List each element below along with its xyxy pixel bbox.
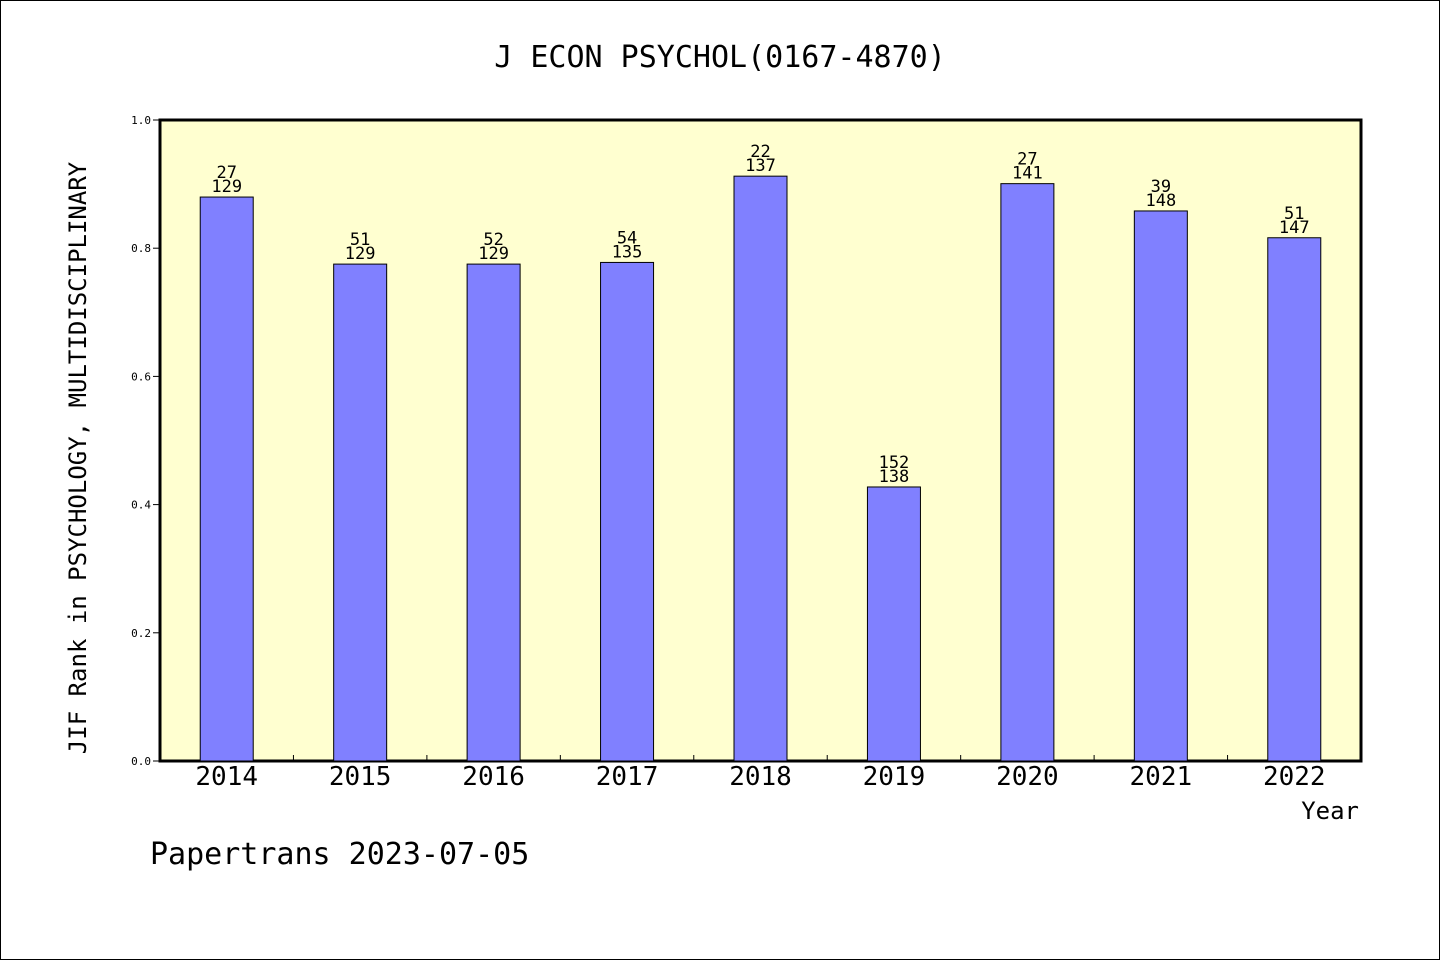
y-tick-label: 0.4 [131, 499, 151, 512]
bar-rank-label: 22 [750, 142, 770, 162]
x-tick-label: 2022 [1263, 762, 1326, 792]
bar-rank-label: 27 [1017, 150, 1037, 170]
bar-rank-label: 152 [879, 453, 910, 473]
bar-total-label: 148 [1145, 191, 1176, 211]
y-tick-label: 0.2 [131, 627, 151, 640]
y-tick-label: 0.8 [131, 242, 151, 255]
bar-total-label: 135 [612, 242, 643, 262]
y-axis: 0.0 0.2 0.4 0.6 0.8 1.0 [131, 114, 160, 768]
footer-credit: Papertrans 2023-07-05 [150, 837, 529, 872]
bar [466, 263, 521, 762]
bar-total-label: 141 [1012, 164, 1043, 184]
bar-total-label: 129 [345, 244, 376, 264]
x-tick-label: 2020 [996, 762, 1059, 792]
bar-rank-label: 54 [617, 228, 637, 248]
x-tick-label: 2019 [863, 762, 926, 792]
x-tick-label: 2015 [329, 762, 392, 792]
bar [199, 196, 254, 762]
bar-total-label: 138 [879, 467, 910, 487]
y-tick-label: 1.0 [131, 114, 151, 127]
y-axis-label: JIF Rank in PSYCHOLOGY, MULTIDISCIPLINAR… [64, 161, 92, 754]
y-tick-label: 0.0 [131, 755, 151, 768]
x-tick-label: 2021 [1130, 762, 1193, 792]
bar [333, 263, 388, 762]
bar [1267, 237, 1322, 762]
x-axis-label: Year [1301, 797, 1359, 825]
bar [733, 175, 788, 762]
bar-rank-label: 51 [350, 230, 370, 250]
bar [1000, 183, 1055, 762]
x-tick-label: 2014 [195, 762, 258, 792]
bar-total-label: 147 [1279, 218, 1310, 238]
x-axis: 2014 2015 2016 2017 2018 2019 2020 2021 2022 [195, 755, 1326, 792]
x-tick-label: 2016 [462, 762, 525, 792]
y-tick-label: 0.6 [131, 370, 151, 383]
bar-rank-label: 39 [1151, 177, 1171, 197]
x-tick-label: 2017 [596, 762, 659, 792]
bars-group: 1292712951129521355413722138152141271483… [199, 142, 1322, 762]
bar-total-label: 137 [745, 156, 776, 176]
bar-total-label: 129 [478, 244, 509, 264]
bar [866, 486, 921, 762]
bar-total-label: 129 [211, 177, 242, 197]
x-tick-label: 2018 [729, 762, 792, 792]
bar-rank-label: 52 [483, 230, 503, 250]
bar-rank-label: 27 [216, 163, 236, 183]
bar [600, 261, 655, 762]
chart-title: J ECON PSYCHOL(0167-4870) [494, 40, 946, 75]
bar [1133, 210, 1188, 762]
bar-rank-label: 51 [1284, 204, 1304, 224]
